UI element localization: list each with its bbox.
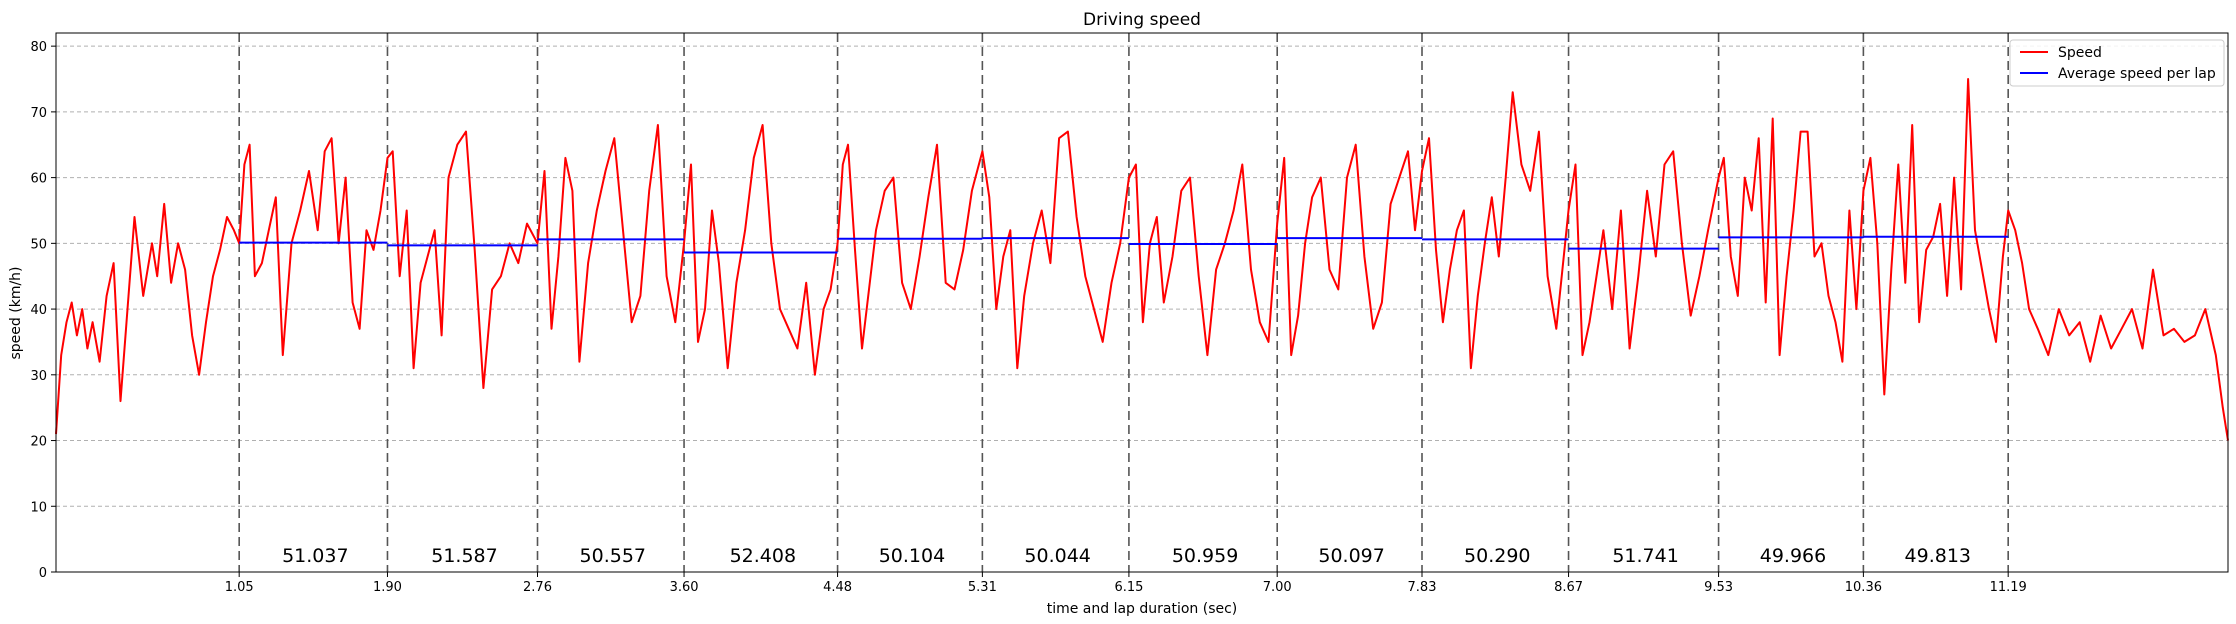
x-tick-label: 5.31 <box>968 580 997 595</box>
y-tick-label: 50 <box>30 237 47 252</box>
x-tick-label: 2.76 <box>523 580 552 595</box>
lap-duration-label: 50.104 <box>879 545 945 567</box>
lap-duration-label: 50.959 <box>1172 545 1238 567</box>
x-tick-label: 9.53 <box>1704 580 1733 595</box>
x-tick-label: 6.15 <box>1114 580 1143 595</box>
legend: Speed Average speed per lap <box>2009 39 2225 87</box>
lap-duration-label: 52.408 <box>730 545 796 567</box>
x-tick-label: 7.00 <box>1263 580 1292 595</box>
plot-data <box>55 78 2229 441</box>
x-tick-label: 3.60 <box>670 580 699 595</box>
x-tick-label: 8.67 <box>1554 580 1583 595</box>
chart-title: Driving speed <box>1083 10 1201 30</box>
x-tick-label: 1.05 <box>225 580 254 595</box>
y-tick-label: 0 <box>39 566 47 581</box>
y-tick-label: 30 <box>30 369 47 384</box>
lap-duration-label: 51.741 <box>1612 545 1678 567</box>
x-tick-label: 7.83 <box>1408 580 1437 595</box>
lap-duration-label: 50.097 <box>1318 545 1384 567</box>
y-tick-label: 80 <box>30 40 47 55</box>
x-tick-label: 10.36 <box>1845 580 1882 595</box>
y-tick-label: 60 <box>30 172 47 187</box>
lap-duration-label: 50.044 <box>1024 545 1090 567</box>
lap-duration-label: 49.966 <box>1760 545 1826 567</box>
lap-boundary-lines <box>238 33 2009 572</box>
axes: 0 10 20 30 40 50 60 70 80 1.05 1.90 2.76 3.60 4.48 5.3… <box>30 32 2229 595</box>
lap-duration-label: 51.037 <box>282 545 348 567</box>
x-axis-label: time and lap duration (sec) <box>1047 601 1238 617</box>
x-tick-label: 1.90 <box>373 580 402 595</box>
legend-box <box>2009 39 2225 87</box>
speed-series-line <box>55 78 2229 441</box>
lap-duration-label: 50.290 <box>1464 545 1530 567</box>
y-tick-label: 70 <box>30 106 47 121</box>
x-tick-label: 11.19 <box>1990 580 2027 595</box>
y-tick-label: 40 <box>30 303 47 318</box>
lap-duration-label: 49.813 <box>1905 545 1971 567</box>
plot-frame <box>55 32 2229 573</box>
y-tick-label: 10 <box>30 500 47 515</box>
legend-average-label: Average speed per lap <box>2058 66 2216 82</box>
lap-duration-label: 51.587 <box>431 545 497 567</box>
lap-duration-label: 50.557 <box>580 545 646 567</box>
legend-speed-label: Speed <box>2058 45 2102 61</box>
y-axis-label: speed (km/h) <box>8 266 24 359</box>
x-tick-label: 4.48 <box>823 580 852 595</box>
lap-duration-labels: 51.037 51.587 50.557 52.408 50.104 50.044 50.9… <box>282 545 1971 567</box>
y-tick-label: 20 <box>30 435 47 450</box>
